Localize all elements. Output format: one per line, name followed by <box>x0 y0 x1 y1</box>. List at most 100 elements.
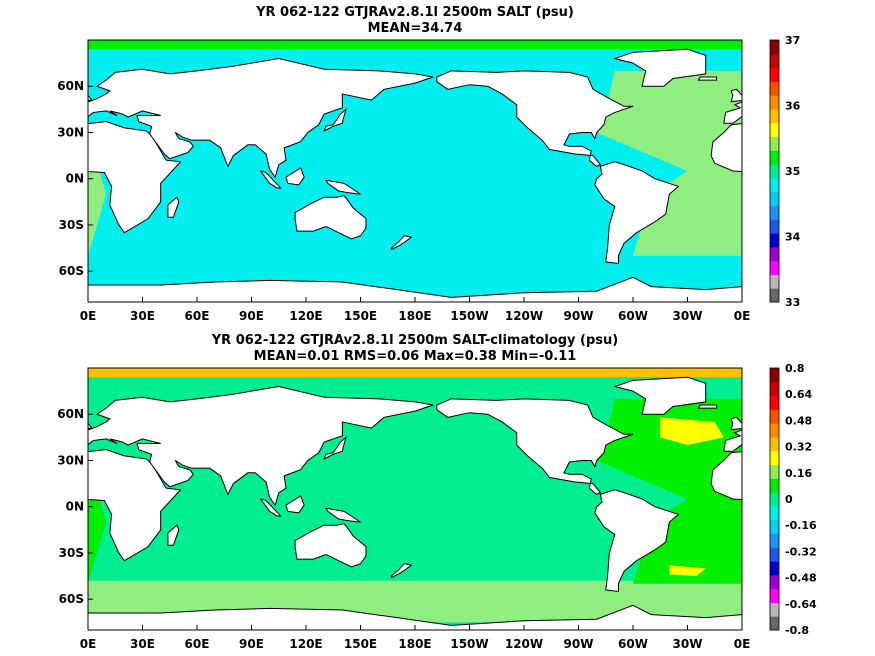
x-tick-label: 90E <box>239 637 264 651</box>
land-iceland-wrap <box>697 404 718 409</box>
land-japan <box>323 435 347 460</box>
panel2-map: 0E 30E 60E 90E 120E 150E 180E 150W 120W 90W 60W 30W… <box>57 367 751 651</box>
land-borneo <box>285 167 305 186</box>
colorbar-label: -0.32 <box>785 545 817 558</box>
colorbar-swatch <box>770 164 779 179</box>
land-uk <box>88 422 93 429</box>
colorbar-swatch <box>770 381 779 397</box>
colorbar-swatch <box>770 219 779 234</box>
land-eurasia <box>88 385 434 507</box>
x-tick-label: 60E <box>185 637 210 651</box>
x-tick-label: 120W <box>505 309 543 323</box>
land-greenland <box>613 48 707 87</box>
y-tick-label: 60S <box>59 264 84 278</box>
colorbar-label: 37 <box>785 34 800 47</box>
land-namerica <box>436 398 634 495</box>
colorbar-label: -0.8 <box>785 624 809 637</box>
colorbar-swatch <box>770 40 779 55</box>
north-atlantic-anomaly <box>660 417 724 446</box>
colorbar-label: 0 <box>785 493 793 506</box>
colorbar-label: -0.16 <box>785 519 817 532</box>
land-africa <box>88 121 182 234</box>
x-tick-label: 120E <box>289 309 322 323</box>
colorbar-swatch <box>770 233 779 248</box>
x-tick-label: 150W <box>450 309 488 323</box>
x-tick-label: 180E <box>398 637 431 651</box>
colorbar-label: 0.64 <box>785 388 812 401</box>
land-uk-wrap <box>730 416 742 431</box>
colorbar-label: -0.48 <box>785 572 817 585</box>
colorbar-swatch <box>770 423 779 438</box>
colorbar-swatch <box>770 246 779 262</box>
colorbar-swatch <box>770 478 779 493</box>
colorbar-swatch <box>770 464 779 479</box>
land-uk-wrap <box>730 88 742 103</box>
arctic-strip <box>88 368 742 378</box>
land-africa <box>88 449 182 562</box>
land-australia <box>294 523 367 568</box>
y-tick-label: 30S <box>59 218 84 232</box>
x-tick-label: 0E <box>734 309 751 323</box>
x-tick-label: 30E <box>130 309 155 323</box>
y-tick-label: 0N <box>66 500 84 514</box>
colorbar-swatch <box>770 260 779 275</box>
x-tick-label: 60W <box>618 309 648 323</box>
x-tick-label: 150E <box>344 637 377 651</box>
colorbar-swatch <box>770 274 779 289</box>
colorbar-label: 0.8 <box>785 362 805 375</box>
land-eurasia <box>88 57 434 179</box>
colorbar-swatch <box>770 81 779 96</box>
panel1-colorbar: 37 36 35 34 33 <box>769 34 801 309</box>
land-samerica <box>594 489 680 593</box>
colorbar-label: 34 <box>785 231 801 244</box>
y-tick-label: 30N <box>57 125 84 139</box>
colorbar-swatch <box>770 150 779 165</box>
colorbar-swatch <box>770 436 779 452</box>
colorbar-swatch <box>770 67 779 82</box>
atlantic-field <box>596 398 742 584</box>
y-tick-label: 30N <box>57 453 84 467</box>
land-nz <box>390 235 413 251</box>
land-eurasia-wrap <box>723 101 742 124</box>
arctic-strip <box>88 40 742 50</box>
colorbar-label: 33 <box>785 296 800 309</box>
x-tick-label: 0E <box>80 309 97 323</box>
colorbar-swatch <box>770 547 779 562</box>
x-tick-label: 0E <box>734 637 751 651</box>
colorbar-swatch <box>770 122 779 138</box>
colorbar-swatch <box>770 409 779 424</box>
colorbar-swatch <box>770 108 779 124</box>
panel1-title: YR 062-122 GTJRAv2.8.1l 2500m SALT (psu) <box>255 5 574 20</box>
colorbar-swatch <box>770 519 779 534</box>
land-newguinea <box>325 507 361 523</box>
colorbar-swatch <box>770 136 779 151</box>
land-borneo <box>285 495 305 514</box>
land-sumatra <box>259 170 282 189</box>
y-tick-label: 0N <box>66 172 84 186</box>
land-antarctica <box>88 604 742 630</box>
colorbar-label: 0.32 <box>785 441 812 454</box>
panel2-subtitle: MEAN=0.01 RMS=0.06 Max=0.38 Min=-0.11 <box>254 349 577 364</box>
land-newguinea <box>325 179 361 195</box>
panel2-colorbar: 0.8 0.64 0.48 0.32 0.16 0 -0.16 -0.32 -0.48 -0.64… <box>769 362 817 637</box>
colorbar-swatch <box>770 288 779 303</box>
x-tick-label: 0E <box>80 637 97 651</box>
land-greenland <box>613 376 707 415</box>
colorbar-label: 36 <box>785 100 801 113</box>
y-tick-label: 30S <box>59 546 84 560</box>
land-africa-wrap <box>710 451 742 501</box>
panel2-field <box>88 368 742 630</box>
colorbar-label: 35 <box>785 165 800 178</box>
colorbar-label: -0.64 <box>785 598 817 611</box>
colorbar-frame <box>769 39 780 303</box>
land-iceland-wrap <box>697 76 718 81</box>
colorbar-swatch <box>770 368 779 383</box>
land-madagascar <box>167 196 180 218</box>
colorbar-swatch <box>770 177 779 193</box>
land-madagascar <box>167 524 180 546</box>
colorbar-swatch <box>770 191 779 206</box>
panel1-field <box>88 40 742 302</box>
x-tick-label: 30E <box>130 637 155 651</box>
colorbar-label: 0.16 <box>785 467 812 480</box>
land-nz <box>390 563 413 579</box>
